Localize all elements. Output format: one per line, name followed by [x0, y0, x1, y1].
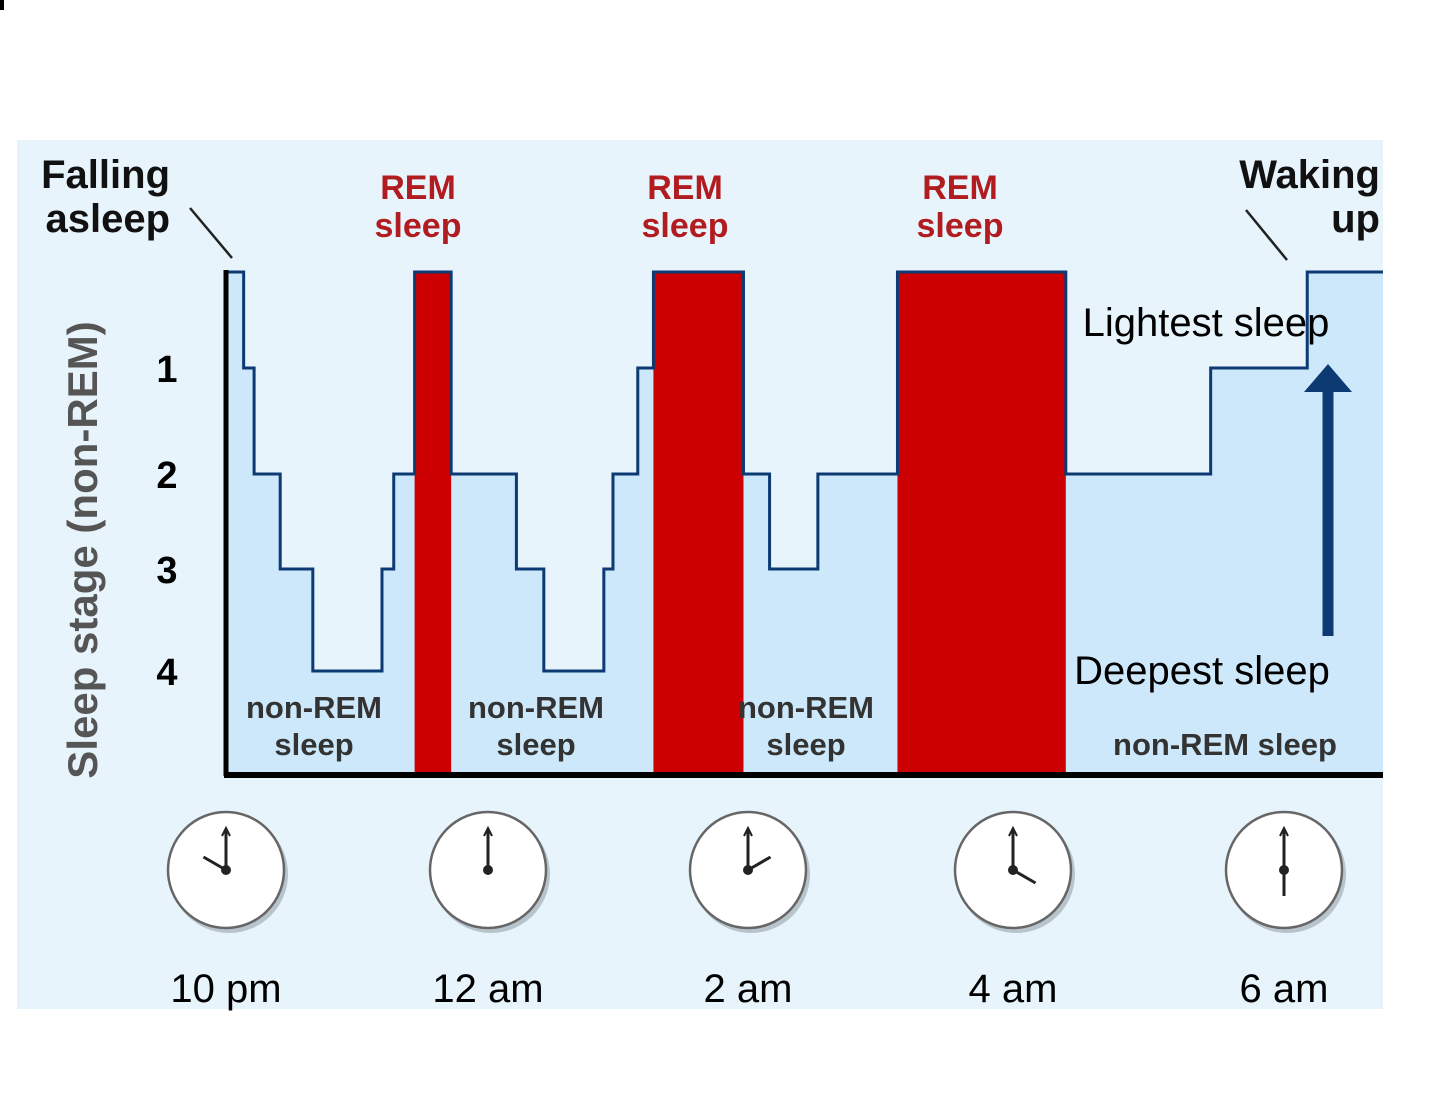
rem-block-3: [897, 272, 1066, 774]
nonrem-label-2-line1: non-REM: [468, 690, 604, 725]
lightest-sleep-label: Lightest sleep: [1083, 301, 1330, 345]
clock-center: [221, 865, 231, 875]
y-tick-label-1: 1: [156, 349, 177, 391]
rem-label-1-line1: REM: [380, 169, 456, 207]
clock-minute-tip: [1008, 825, 1018, 837]
clock-center: [1008, 865, 1018, 875]
clock-center: [743, 865, 753, 875]
clock-minute-tip: [1279, 825, 1289, 837]
y-axis-title: Sleep stage (non-REM): [59, 321, 106, 778]
rem-label-3-line1: REM: [922, 169, 998, 207]
rem-label-1-line2: sleep: [375, 207, 462, 245]
deepest-sleep-label: Deepest sleep: [1074, 649, 1330, 693]
nonrem-label-3-line1: non-REM: [738, 690, 874, 725]
nonrem-label-3-line2: sleep: [766, 727, 845, 762]
x-tick-label-3: 4 am: [969, 967, 1058, 1011]
waking-up-line1: Waking: [1239, 153, 1380, 197]
nonrem-label-2-line2: sleep: [496, 727, 575, 762]
clock-minute-tip: [221, 825, 231, 837]
nonrem-label-4-line1: non-REM sleep: [1113, 727, 1337, 762]
y-tick-label-3: 3: [156, 550, 177, 592]
y-tick-label-2: 2: [156, 455, 177, 497]
clock-icon: [688, 810, 810, 933]
clock-icon: [953, 810, 1075, 933]
clock-icon: [1224, 810, 1346, 933]
nonrem-label-1-line1: non-REM: [246, 690, 382, 725]
x-tick-label-2: 2 am: [704, 967, 793, 1011]
depth-arrow-head: [1304, 364, 1352, 392]
x-tick-label-4: 6 am: [1240, 967, 1329, 1011]
clock-icon: [428, 810, 550, 933]
rem-block-2: [653, 272, 744, 774]
clock-icon: [166, 810, 288, 933]
clock-minute-tip: [743, 825, 753, 837]
clock-center: [483, 865, 493, 875]
falling-asleep-line2: asleep: [45, 197, 170, 241]
hypnogram-line: [228, 270, 1383, 673]
rem-block-1: [414, 272, 452, 774]
hypnogram-area: [228, 272, 1383, 774]
falling-asleep-line1: Falling: [41, 153, 170, 197]
x-tick-label-1: 12 am: [432, 967, 543, 1011]
y-tick-label-4: 4: [156, 652, 177, 694]
clock-minute-tip: [483, 825, 493, 837]
rem-label-2-line1: REM: [647, 169, 723, 207]
waking-up-line2: up: [1331, 197, 1380, 241]
waking-up-pointer: [1245, 209, 1288, 261]
x-tick-label-0: 10 pm: [170, 967, 281, 1011]
clock-center: [1279, 865, 1289, 875]
falling-asleep-pointer: [189, 207, 233, 259]
nonrem-label-1-line2: sleep: [274, 727, 353, 762]
corner-mark: [0, 0, 4, 10]
rem-label-2-line2: sleep: [642, 207, 729, 245]
rem-label-3-line2: sleep: [917, 207, 1004, 245]
